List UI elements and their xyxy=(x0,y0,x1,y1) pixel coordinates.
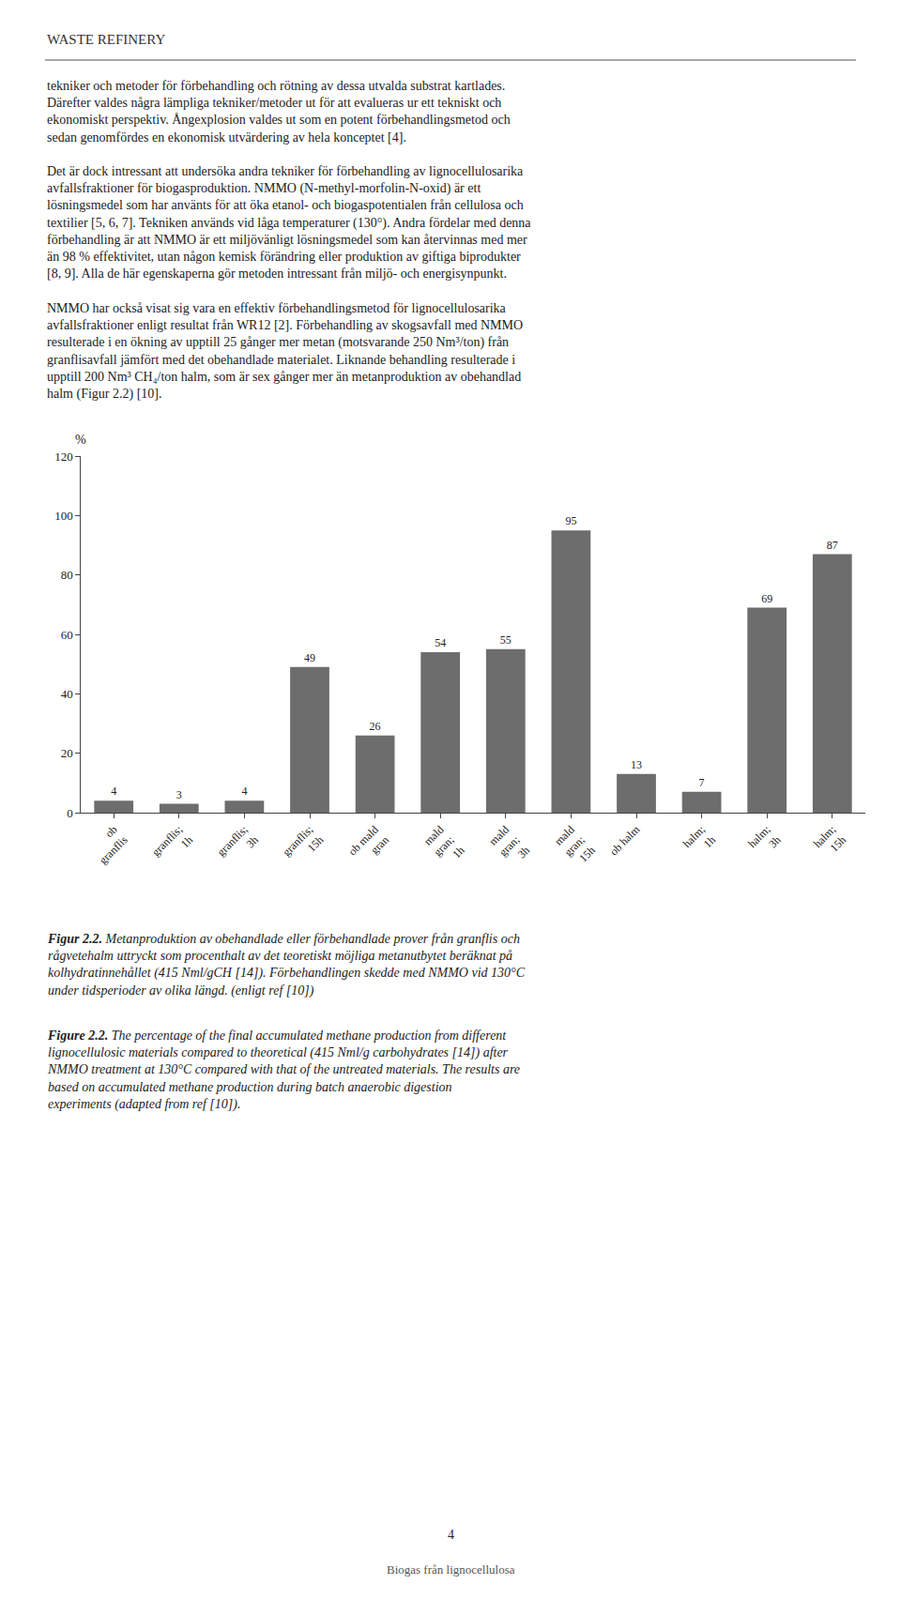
svg-text:Figur 2.2. Metanproduktion av: Figur 2.2. Metanproduktion av obehandlad… xyxy=(46,931,526,999)
svg-text:Biogas från lignocellulosa: Biogas från lignocellulosa xyxy=(386,1562,516,1577)
svg-text:granflis;3h: granflis;3h xyxy=(214,823,261,870)
svg-text:tekniker och metoder för förbe: tekniker och metoder för förbehandling o… xyxy=(46,78,511,145)
svg-text:granflis;1h: granflis;1h xyxy=(149,823,196,870)
svg-text:49: 49 xyxy=(304,651,316,665)
svg-text:13: 13 xyxy=(630,758,642,772)
svg-text:95: 95 xyxy=(565,514,577,528)
svg-text:maldgran;1h: maldgran;1h xyxy=(420,823,467,870)
svg-text:55: 55 xyxy=(500,633,512,647)
svg-text:0: 0 xyxy=(66,806,74,821)
svg-text:halm;15h: halm;15h xyxy=(810,823,849,861)
svg-text:ob halm: ob halm xyxy=(607,822,643,858)
svg-text:4: 4 xyxy=(241,784,247,798)
svg-text:ob maldgran: ob maldgran xyxy=(345,823,392,870)
svg-text:3: 3 xyxy=(176,788,183,802)
svg-text:granflis;15h: granflis;15h xyxy=(279,823,326,870)
svg-text:maldgran;3h: maldgran;3h xyxy=(486,823,533,870)
svg-text:20: 20 xyxy=(61,746,74,761)
svg-text:maldgran;15h: maldgran;15h xyxy=(550,823,597,870)
svg-text:WASTE REFINERY: WASTE REFINERY xyxy=(46,31,166,47)
svg-text:80: 80 xyxy=(61,567,74,582)
svg-text:7: 7 xyxy=(699,776,705,790)
svg-text:%: % xyxy=(75,432,87,447)
svg-text:120: 120 xyxy=(54,449,74,464)
svg-text:halm;3h: halm;3h xyxy=(745,823,783,861)
svg-text:Det är dock intressant att und: Det är dock intressant att undersöka and… xyxy=(46,164,532,281)
svg-text:4: 4 xyxy=(110,784,117,798)
svg-text:NMMO har också visat sig vara: NMMO har också visat sig vara en effekti… xyxy=(46,301,523,402)
svg-text:26: 26 xyxy=(369,719,382,734)
svg-text:100: 100 xyxy=(54,508,74,523)
svg-text:40: 40 xyxy=(61,687,74,702)
svg-text:Figure 2.2. The percentage of: Figure 2.2. The percentage of the final … xyxy=(46,1028,520,1113)
svg-text:halm;1h: halm;1h xyxy=(680,823,718,861)
svg-text:69: 69 xyxy=(761,592,773,606)
svg-text:87: 87 xyxy=(826,538,839,552)
svg-text:obgranflis: obgranflis xyxy=(86,823,131,868)
svg-text:60: 60 xyxy=(61,627,74,642)
svg-text:54: 54 xyxy=(434,636,446,650)
svg-text:4: 4 xyxy=(447,1527,455,1543)
